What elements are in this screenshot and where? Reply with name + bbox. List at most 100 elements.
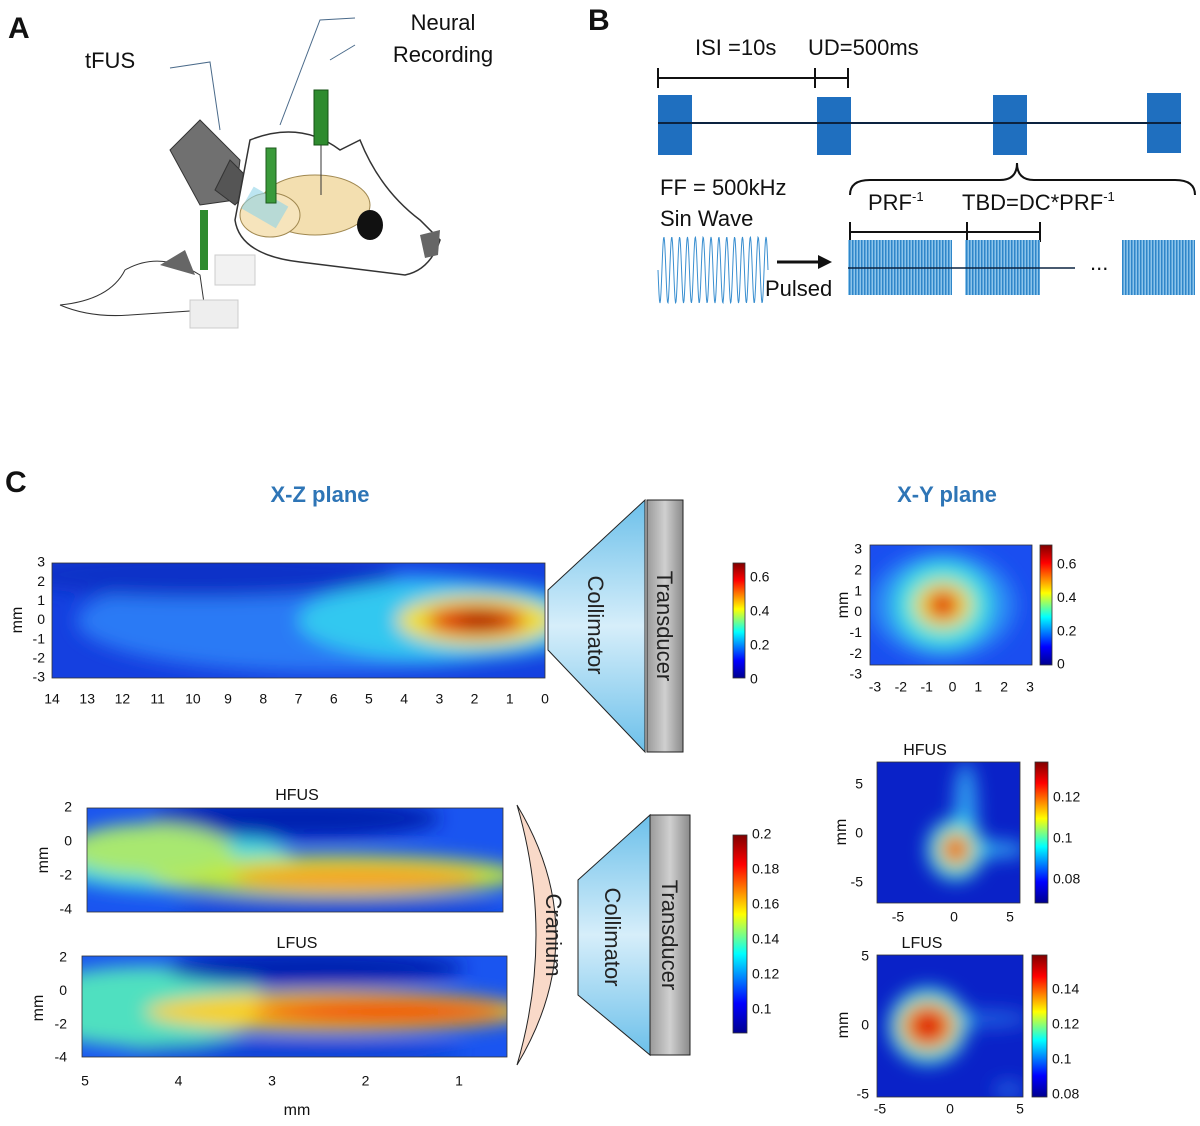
transducer-label: Transducer [657,880,682,990]
axis-label: mm [284,1102,311,1119]
heatmap-field [82,956,507,1057]
tick-label: 5 [1006,909,1014,925]
heat-blob [945,839,966,860]
heatmap-frame [86,807,504,913]
tick-label: 0 [750,671,758,687]
cranium-label: Cranium [541,893,566,976]
transducer-label: Transducer [652,571,677,681]
heatmap [870,545,1032,665]
tick-label: 0.1 [752,1001,772,1017]
heat-blob [926,590,960,620]
prf-label: PRF-1 [868,189,924,215]
tick-label: 1 [974,679,982,695]
tick-label: 0.12 [1053,789,1080,805]
tick-label: 1 [455,1073,463,1089]
tick-label: 3 [854,541,862,557]
tick-label: 1 [506,691,514,707]
sin-label: Sin Wave [660,206,753,231]
plot-title: HFUS [275,787,319,804]
colorbar [732,562,746,679]
tick-label: 0 [949,679,957,695]
heatmap [82,956,507,1057]
tick-label: 0.08 [1052,1086,1079,1102]
tick-label: 8 [259,691,267,707]
tick-label: 11 [150,691,165,707]
tick-label: 0 [854,603,862,619]
pulsed-label: Pulsed [765,276,832,301]
label-recording: Recording [393,42,493,67]
tick-label: 10 [185,691,201,707]
tick-label: 0 [1057,656,1065,672]
tick-label: 2 [854,562,862,578]
tick-label: 7 [295,691,303,707]
tick-label: -4 [60,901,73,917]
colorbar [1039,544,1053,666]
tick-label: 0.6 [750,569,770,585]
axis-label: mm [833,819,850,846]
tick-label: 5 [81,1073,89,1089]
tick-label: -5 [851,874,864,890]
tick-label: -3 [869,679,882,695]
heatmap [87,808,503,912]
panel-label: B [588,4,610,37]
tick-label: 5 [861,948,869,964]
heat-blob [149,808,441,840]
tick-label: 0.1 [1052,1051,1072,1067]
tick-label: -3 [33,669,46,685]
tick-label: 0.2 [752,826,772,842]
heatmap-frame [876,761,1021,904]
heatmap-frame [81,955,508,1058]
transducer [646,499,684,753]
heat-blob [993,1081,1023,1097]
plot-title: LFUS [277,935,318,952]
tick-label: 0 [541,691,549,707]
heat-blob [170,896,503,912]
tick-label: 0.18 [752,861,779,877]
heatmap-frame [876,954,1024,1098]
tick-label: 14 [44,691,60,707]
heat-blob [87,823,233,876]
isi-label: ISI =10s [695,35,776,60]
heatmap-field [888,987,1023,1097]
heat-blob [167,956,465,987]
colorbar [732,834,748,1034]
tbd-label: TBD=DC*PRF-1 [962,189,1115,215]
heatmap-frame [869,544,1033,666]
setup-illustration [59,17,441,329]
tbd-text: TBD=DC*PRF [962,190,1103,215]
tick-label: 0.4 [750,603,770,619]
tick-label: 3 [268,1073,276,1089]
tick-label: -2 [55,1015,68,1031]
tick-label: -3 [850,666,863,682]
heat-blob [252,999,507,1024]
tick-label: 12 [115,691,131,707]
tick-label: 0.1 [1053,830,1073,846]
ud-label: UD=500ms [808,35,919,60]
heatmap-field [870,551,1016,659]
heatmap-field [927,762,1020,881]
plot-title: LFUS [902,935,943,952]
collimator-label: Collimator [600,887,625,986]
tick-label: 6 [330,691,338,707]
tick-label: 13 [79,691,95,707]
transducer [649,814,691,1056]
label-neural: Neural [411,10,476,35]
tick-label: -1 [850,624,863,640]
tick-label: 5 [855,776,863,792]
axis-label: mm [835,592,852,619]
tick-label: 1 [37,592,45,608]
ff-label: FF = 500kHz [660,175,787,200]
prf-text: PRF [868,190,912,215]
tick-label: 4 [175,1073,183,1089]
axis-label: mm [30,995,47,1022]
tick-label: 0.12 [752,966,779,982]
tick-label: 0.2 [1057,622,1077,638]
tick-label: 0.4 [1057,589,1077,605]
plane-title: X-Z plane [270,482,369,507]
tick-label: 0.2 [750,637,770,653]
heatmap [877,955,1023,1097]
tick-label: 0.14 [752,931,779,947]
plane-title: X-Y plane [897,482,997,507]
heat-blob [907,1007,949,1045]
